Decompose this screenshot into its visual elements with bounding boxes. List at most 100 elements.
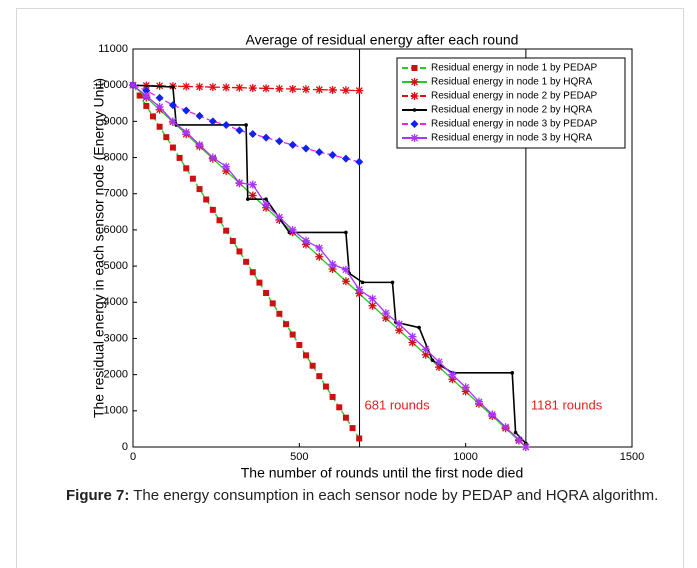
marker: [189, 175, 196, 182]
marker: [301, 236, 310, 245]
marker: [315, 148, 324, 157]
figure-card: [16, 8, 684, 568]
caption-label: Figure 7:: [66, 487, 130, 504]
marker: [289, 331, 296, 338]
marker: [208, 117, 217, 126]
marker: [513, 430, 518, 435]
legend-label: Residual energy in node 3 by HQRA: [431, 133, 593, 144]
marker: [168, 101, 177, 110]
marker: [408, 338, 417, 347]
marker: [328, 264, 337, 273]
legend-label: Residual energy in node 1 by HQRA: [431, 77, 593, 88]
y-tick-label: 11000: [98, 43, 128, 55]
marker: [236, 248, 243, 255]
marker: [203, 196, 210, 203]
y-tick-label: 10000: [97, 79, 128, 91]
y-tick-label: 1000: [104, 405, 128, 417]
marker: [355, 157, 364, 166]
marker: [412, 108, 417, 112]
marker: [183, 165, 190, 172]
marker: [222, 166, 231, 175]
marker: [301, 85, 310, 94]
marker: [288, 85, 297, 94]
marker: [283, 321, 290, 328]
chart: Average of residual energy after each ro…: [91, 32, 645, 480]
marker: [336, 404, 343, 411]
marker: [245, 197, 250, 201]
marker: [209, 206, 216, 213]
marker: [448, 375, 457, 384]
marker: [514, 435, 523, 444]
marker: [474, 397, 483, 406]
marker: [235, 178, 244, 187]
marker: [163, 134, 170, 141]
legend-label: Residual energy in node 2 by HQRA: [431, 105, 593, 116]
marker: [329, 393, 336, 400]
marker: [171, 85, 175, 89]
marker: [435, 363, 444, 372]
marker: [248, 84, 257, 93]
y-tick-label: 7000: [104, 188, 128, 200]
marker: [501, 423, 510, 432]
series-line: [132, 84, 527, 444]
marker: [264, 197, 268, 201]
marker: [262, 133, 271, 142]
marker: [222, 83, 231, 92]
marker: [328, 151, 337, 160]
marker: [262, 84, 271, 93]
marker: [244, 123, 248, 127]
marker: [360, 280, 365, 285]
marker: [510, 371, 515, 375]
marker: [488, 410, 497, 419]
legend-box: [396, 57, 626, 149]
marker: [195, 140, 204, 149]
marker: [142, 92, 151, 101]
marker: [461, 383, 470, 392]
marker: [315, 244, 324, 252]
marker: [262, 200, 271, 209]
marker: [328, 260, 337, 269]
marker: [195, 111, 204, 120]
marker: [276, 310, 283, 317]
y-tick-label: 8000: [104, 151, 128, 163]
marker: [417, 325, 421, 330]
marker: [342, 414, 349, 421]
marker: [176, 154, 183, 161]
marker: [263, 290, 270, 297]
marker: [275, 84, 284, 93]
caption-text: The energy consumption in each sensor no…: [133, 487, 659, 504]
marker: [136, 92, 143, 99]
marker: [421, 345, 430, 354]
marker: [435, 357, 444, 366]
marker: [243, 258, 250, 265]
marker: [129, 81, 137, 90]
marker: [390, 280, 395, 285]
marker: [302, 352, 309, 359]
x-axis-label: The number of rounds until the first nod…: [241, 465, 524, 480]
x-tick-label: 0: [130, 451, 136, 463]
marker: [341, 265, 350, 274]
marker: [208, 153, 217, 162]
marker: [356, 435, 363, 442]
marker: [142, 86, 151, 95]
y-tick-label: 5000: [104, 260, 128, 272]
marker: [222, 120, 231, 129]
y-tick-label: 2000: [104, 369, 128, 381]
marker: [301, 144, 310, 153]
marker: [341, 277, 350, 286]
marker: [169, 144, 176, 151]
marker: [288, 140, 297, 149]
marker: [381, 314, 390, 323]
marker: [155, 102, 164, 111]
marker: [248, 130, 257, 139]
marker: [381, 309, 390, 318]
y-tick-label: 4000: [104, 296, 128, 308]
marker: [395, 319, 404, 328]
marker: [143, 102, 150, 109]
marker: [461, 387, 470, 396]
y-axis-label: The residual energy in each sensor node …: [91, 78, 107, 418]
marker: [368, 294, 377, 303]
marker: [249, 269, 256, 276]
marker: [341, 86, 350, 95]
legend-label: Residual energy in node 2 by PEDAP: [431, 91, 598, 102]
